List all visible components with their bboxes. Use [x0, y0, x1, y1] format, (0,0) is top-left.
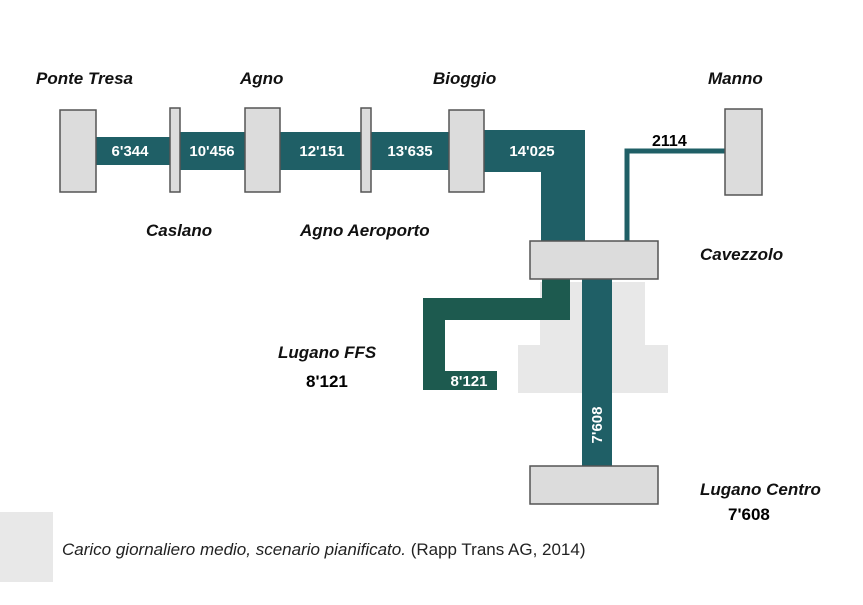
segment-cavezzolo-lugano-centro [582, 278, 612, 468]
segment-manno-cavezzolo [624, 148, 725, 243]
value-lugano-ffs: 8'121 [306, 372, 348, 391]
segment-aeroporto-bioggio [370, 132, 450, 170]
station-label-cavezzolo: Cavezzolo [700, 245, 783, 264]
value-lugano-centro: 7'608 [728, 505, 770, 524]
station-label-agno-aeroporto: Agno Aeroporto [299, 221, 430, 240]
station-box-lugano-centro [529, 465, 659, 505]
caption-shadow [0, 512, 53, 582]
station-label-agno: Agno [239, 69, 283, 88]
station-box-caslano [169, 107, 181, 193]
station-box-agno [244, 107, 281, 193]
station-label-caslano: Caslano [146, 221, 212, 240]
station-box-ponte-tresa [59, 109, 97, 193]
station-label-ponte-tresa: Ponte Tresa [36, 69, 133, 88]
caption-source: (Rapp Trans AG, 2014) [410, 540, 586, 559]
load-agno-aeroporto: 12'151 [299, 143, 344, 160]
station-label-lugano-ffs: Lugano FFS [278, 343, 377, 362]
load-cavezzolo-lugano-ffs: 8'121 [451, 373, 488, 390]
station-box-manno [724, 108, 763, 196]
segment-bioggio-cavezzolo [484, 130, 585, 245]
segment-caslano-agno [175, 132, 250, 170]
station-box-agno-aeroporto [360, 107, 372, 193]
segment-ponte-tresa-caslano [95, 137, 175, 165]
load-bioggio-cavezzolo: 14'025 [509, 143, 554, 160]
station-label-lugano-centro: Lugano Centro [700, 480, 821, 499]
station-label-bioggio: Bioggio [433, 69, 496, 88]
load-ponte-tresa-caslano: 6'344 [112, 143, 150, 160]
caption-text: Carico giornaliero medio, scenario piani… [62, 540, 406, 559]
station-box-bioggio [448, 109, 485, 193]
load-aeroporto-bioggio: 13'635 [387, 143, 432, 160]
station-box-cavezzolo [529, 240, 659, 280]
figure-caption: Carico giornaliero medio, scenario piani… [62, 540, 586, 560]
station-label-manno: Manno [708, 69, 763, 88]
load-caslano-agno: 10'456 [189, 143, 234, 160]
load-manno-cavezzolo: 2114 [652, 133, 687, 150]
segment-agno-aeroporto [280, 132, 365, 170]
load-cavezzolo-lugano-centro: 7'608 [589, 407, 606, 444]
segment-cavezzolo-lugano-ffs [423, 278, 570, 390]
